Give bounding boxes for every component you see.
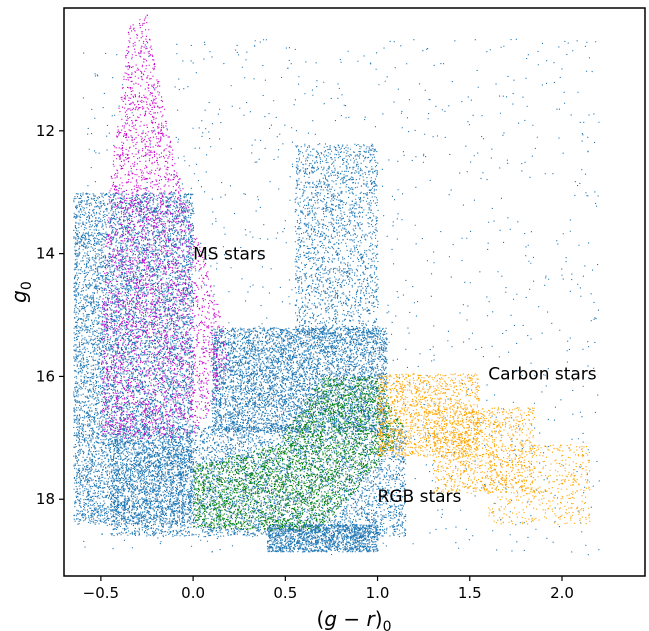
scatter-series-0 <box>73 38 600 556</box>
y-tick-label: 16 <box>36 367 55 385</box>
y-tick-label: 12 <box>36 122 55 140</box>
annotation-label: Carbon stars <box>488 364 597 384</box>
x-tick-label: 0.5 <box>273 584 297 602</box>
x-axis-ticks: −0.5 0.0 0.5 1.0 1.5 2.0 <box>83 576 574 602</box>
x-tick-label: 1.0 <box>366 584 390 602</box>
annotations: MS stars Carbon stars RGB stars <box>193 245 597 508</box>
x-tick-label: 0.0 <box>181 584 205 602</box>
scatter-series-3 <box>377 373 591 525</box>
y-axis-label: g0 <box>7 281 35 303</box>
x-tick-label: 1.5 <box>458 584 482 602</box>
y-tick-label: 14 <box>36 245 55 263</box>
annotation-label: MS stars <box>193 245 266 265</box>
x-axis-label: (g − r)0 <box>317 607 392 631</box>
scatter-points <box>73 14 600 556</box>
annotation-label: RGB stars <box>378 487 462 507</box>
plot-frame <box>63 7 646 577</box>
x-tick-label: 2.0 <box>550 584 574 602</box>
y-axis-ticks: 12 14 16 18 <box>36 122 64 508</box>
y-tick-label: 18 <box>36 490 55 508</box>
scatter-series-2 <box>193 376 404 531</box>
x-tick-label: −0.5 <box>83 584 119 602</box>
scatter-series-1 <box>100 14 231 439</box>
